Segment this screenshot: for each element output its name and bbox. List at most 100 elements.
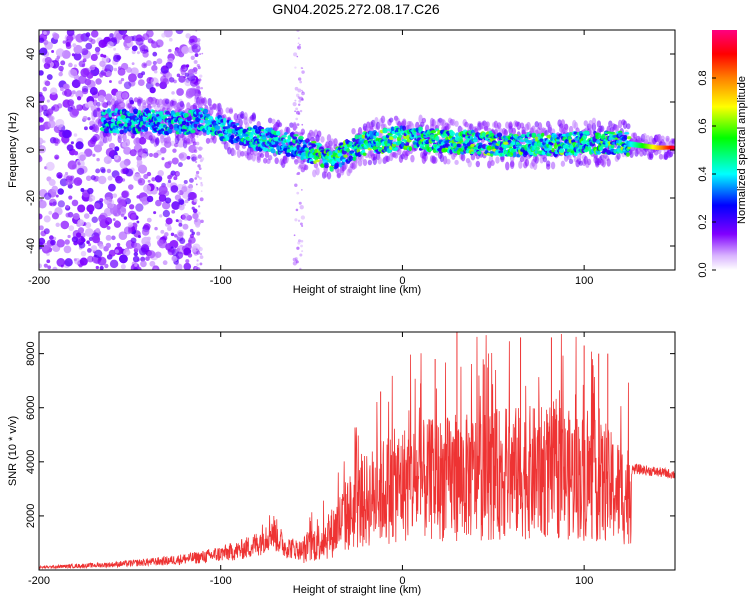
band-cell [133, 108, 139, 114]
band-cell [603, 148, 607, 152]
noise-speckle [84, 126, 88, 131]
noise-speckle [48, 179, 56, 187]
noise-speckle [198, 93, 202, 97]
band-cell [257, 143, 261, 148]
noise-speckle [193, 156, 198, 161]
noise-speckle [198, 146, 203, 151]
band-cell [452, 136, 456, 141]
band-cell [408, 146, 413, 152]
noise-speckle [108, 80, 112, 83]
noise-speckle [64, 171, 69, 175]
noise-speckle [197, 66, 201, 70]
noise-speckle [49, 92, 58, 101]
noise-speckle [167, 174, 172, 180]
band-cell [329, 166, 334, 172]
noise-speckle [44, 41, 53, 50]
noise-speckle [39, 156, 42, 160]
band-halo [313, 162, 319, 169]
band-cell [388, 136, 394, 140]
noise-speckle [120, 78, 125, 82]
band-halo [545, 160, 551, 167]
noise-speckle [195, 222, 201, 228]
snr-xlabel: Height of straight line (km) [293, 584, 421, 596]
noise-speckle [162, 78, 170, 85]
noise-speckle [152, 60, 157, 66]
band-halo [107, 99, 113, 107]
band-halo [202, 97, 207, 107]
band-halo [441, 119, 446, 126]
band-halo [547, 124, 552, 133]
noise-speckle [161, 157, 165, 161]
noise-speckle [295, 117, 299, 121]
band-cell [338, 162, 343, 168]
noise-speckle [66, 144, 74, 152]
noise-speckle [45, 161, 55, 171]
noise-speckle [77, 227, 85, 234]
noise-speckle [89, 64, 96, 71]
snr-xtick-label: -200 [28, 575, 50, 587]
band-halo [205, 137, 211, 144]
band-halo [173, 100, 178, 110]
noise-speckle [151, 64, 158, 72]
band-cell [541, 132, 545, 137]
noise-speckle [88, 100, 94, 107]
band-halo [657, 133, 662, 143]
band-cell [334, 162, 340, 169]
noise-speckle [87, 255, 94, 263]
noise-speckle [46, 108, 54, 115]
noise-speckle [73, 151, 79, 156]
noise-speckle [88, 37, 93, 43]
noise-speckle [298, 77, 302, 81]
band-halo [660, 135, 665, 142]
band-cell [541, 151, 547, 156]
band-halo [285, 126, 291, 135]
noise-speckle [136, 195, 140, 199]
band-halo [567, 154, 572, 160]
noise-speckle [156, 235, 161, 240]
noise-speckle [192, 212, 199, 220]
noise-speckle [137, 79, 145, 86]
noise-speckle [75, 232, 82, 238]
band-halo [128, 97, 134, 104]
noise-speckle [182, 223, 189, 230]
noise-speckle [167, 224, 172, 228]
noise-speckle [200, 183, 204, 187]
noise-speckle [68, 68, 78, 78]
noise-speckle [78, 75, 87, 84]
noise-speckle [130, 213, 137, 220]
band-cell [551, 148, 555, 153]
noise-speckle [299, 204, 304, 210]
noise-speckle [178, 231, 184, 237]
band-halo [534, 154, 539, 164]
noise-speckle [39, 145, 46, 154]
noise-speckle [90, 175, 96, 181]
snr-series-line [39, 333, 675, 570]
noise-speckle [195, 146, 199, 150]
noise-speckle [177, 190, 181, 194]
noise-speckle [133, 242, 142, 251]
band-halo [485, 121, 490, 128]
noise-speckle [105, 147, 115, 157]
band-halo [608, 120, 613, 127]
band-cell [465, 149, 470, 154]
noise-speckle [51, 212, 60, 220]
noise-speckle [58, 71, 63, 77]
band-cell [348, 142, 353, 146]
noise-speckle [41, 242, 50, 251]
noise-speckle [186, 155, 191, 160]
noise-speckle [68, 195, 73, 200]
noise-speckle [59, 178, 68, 187]
noise-speckle [293, 52, 298, 57]
band-cell [473, 139, 478, 143]
band-cell [449, 131, 456, 137]
noise-speckle [189, 178, 194, 183]
band-halo [537, 122, 543, 131]
band-cell [108, 116, 112, 121]
band-halo [606, 158, 611, 167]
band-cell [418, 126, 423, 131]
noise-speckle [301, 98, 304, 101]
band-halo [542, 156, 548, 163]
noise-speckle [301, 91, 305, 96]
noise-speckle [67, 160, 77, 170]
